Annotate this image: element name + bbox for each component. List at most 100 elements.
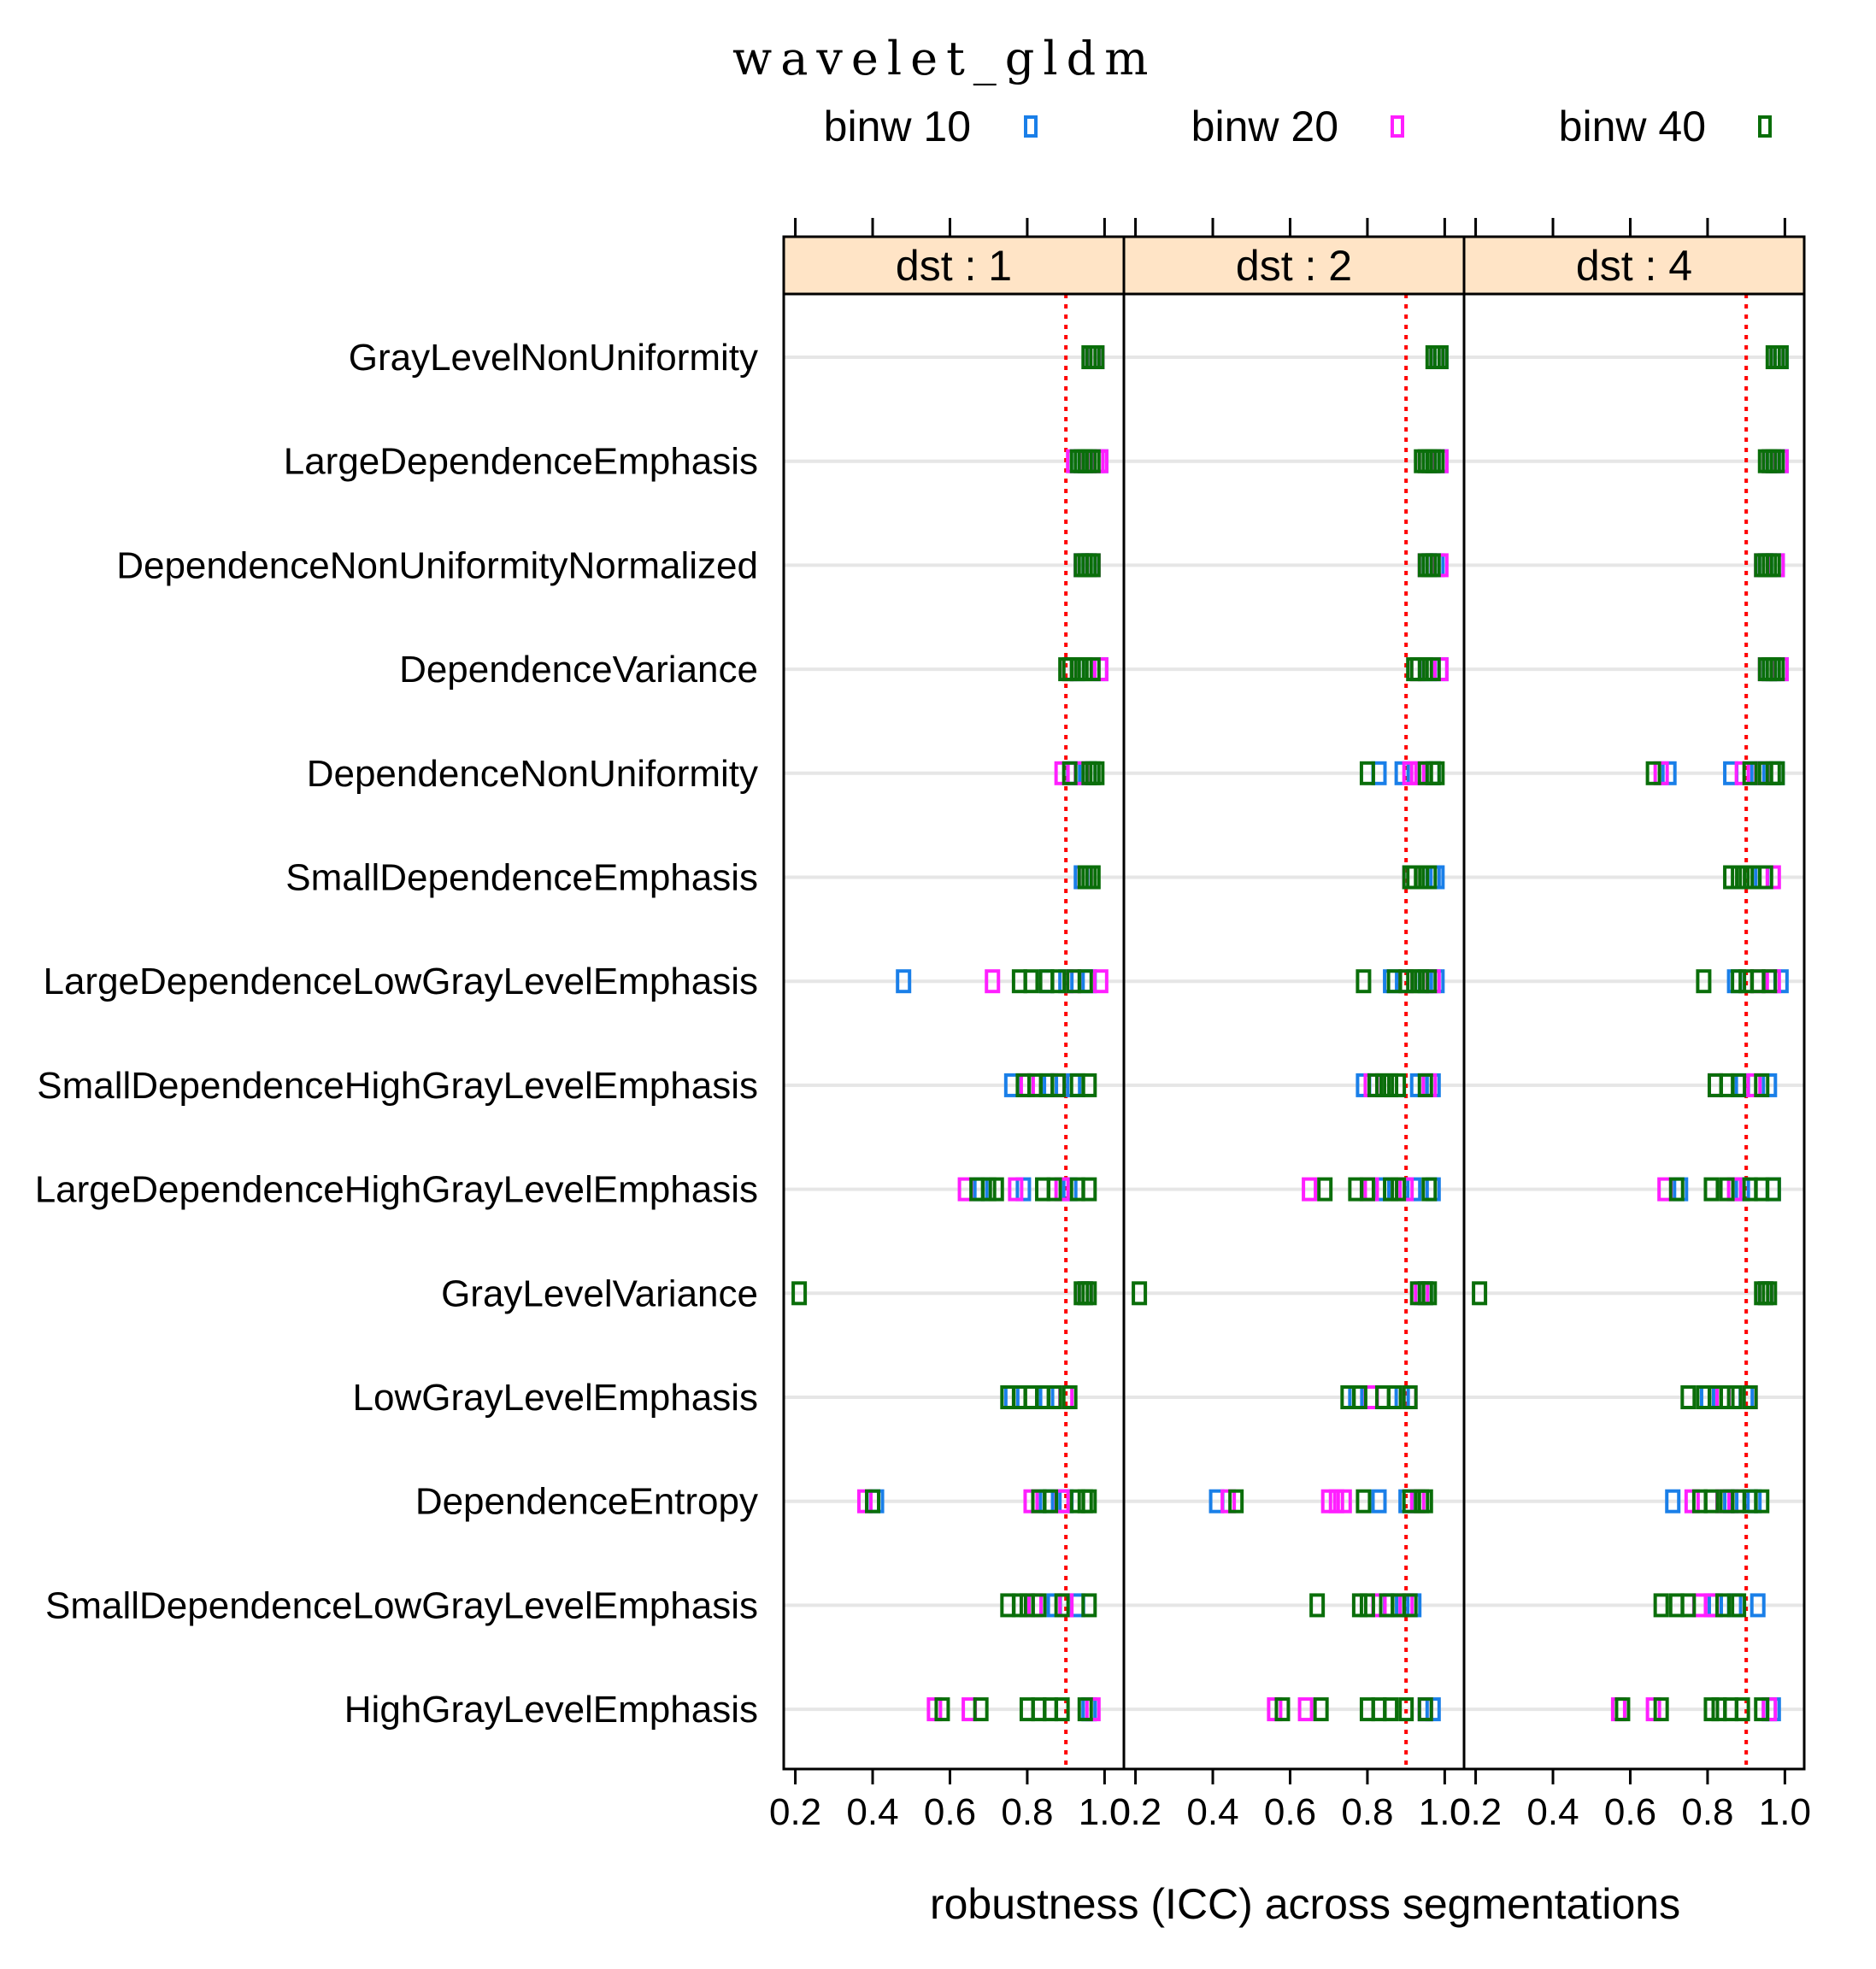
data-point-binw40 [1050,1073,1067,1097]
data-point-binw40 [1356,1489,1372,1513]
data-point-binw20 [1746,1073,1762,1097]
data-point-binw40 [1754,1489,1770,1513]
x-tick-label: 0.4 [1526,1791,1579,1833]
data-point-binw10 [1661,761,1677,785]
data-point-binw40 [1703,1177,1720,1202]
y-label-LowGrayLevelEmphasis: LowGrayLevelEmphasis [353,1377,758,1419]
y-label-LargeDependenceEmphasis: LargeDependenceEmphasis [284,441,758,483]
panel-border [1462,292,1806,1771]
chart-title: wavelet_gldm [732,32,1156,85]
legend-marker-binw40 [1758,115,1772,138]
panel-strip-label: dst : 2 [1236,242,1352,290]
data-point-binw40 [1351,1385,1367,1409]
data-point-binw10 [1429,865,1445,890]
x-axis-label: robustness (ICC) across segmentations [930,1880,1680,1928]
x-tick-label: 0.8 [1001,1791,1053,1833]
data-point-binw40 [1417,1073,1433,1097]
data-point-binw40 [1383,1073,1399,1097]
x-tick-label: 0.6 [1264,1791,1316,1833]
data-point-binw40 [1309,1593,1326,1618]
data-point-binw10 [1750,1593,1766,1618]
data-point-binw40 [1054,1593,1070,1618]
data-point-binw40 [1081,1177,1097,1202]
data-point-binw40 [1703,1489,1720,1513]
data-point-binw40 [1653,1593,1669,1618]
x-tick-label: 0.8 [1341,1791,1393,1833]
data-point-binw40 [1421,969,1438,994]
data-point-binw10 [1406,1177,1422,1202]
panel-strip-label: dst : 4 [1576,242,1692,290]
y-label-DependenceNonUniformity: DependenceNonUniformity [307,753,758,795]
data-point-binw40 [1421,1281,1438,1306]
data-point-binw20 [1320,1489,1337,1513]
data-point-binw20 [1645,1697,1661,1722]
panel-strip [1462,235,1806,296]
data-point-binw40 [1391,1073,1407,1097]
data-point-binw40 [1680,1385,1697,1409]
data-point-binw10 [1394,1385,1410,1409]
x-tick-label: 1.0 [1079,1791,1131,1833]
data-point-binw40 [1734,1697,1750,1722]
x-tick-label: 0.4 [1186,1791,1238,1833]
data-point-binw40 [1773,345,1789,369]
data-point-binw40 [1050,969,1067,994]
data-point-binw40 [1031,1593,1047,1618]
data-point-binw40 [1754,1697,1770,1722]
y-label-LargeDependenceHighGrayLevelEmphasis: LargeDependenceHighGrayLevelEmphasis [35,1169,758,1211]
data-point-binw40 [1313,1697,1329,1722]
legend-marker-binw20 [1391,115,1404,138]
data-point-binw20 [1054,761,1070,785]
data-point-binw40 [1274,1697,1291,1722]
data-point-binw10 [1058,969,1074,994]
data-point-binw20 [1092,969,1109,994]
data-point-binw20 [1267,1697,1283,1722]
y-label-SmallDependenceEmphasis: SmallDependenceEmphasis [285,857,758,899]
data-point-binw40 [1742,761,1758,785]
data-point-binw20 [1328,1489,1344,1513]
data-point-binw40 [1432,345,1449,369]
x-tick-label: 0.2 [1109,1791,1161,1833]
data-point-binw40 [1054,1697,1070,1722]
data-point-binw40 [1731,1073,1747,1097]
data-point-binw40 [1472,1281,1488,1306]
data-point-binw20 [1054,1177,1070,1202]
legend: binw 10 binw 20 binw 40 [824,103,1772,150]
data-point-binw40 [1406,865,1422,890]
data-point-binw40 [1085,553,1101,578]
data-point-binw40 [1761,969,1778,994]
data-point-binw40 [1421,865,1438,890]
data-point-binw40 [1081,1593,1097,1618]
panel-2: dst : 2 0.2 0.4 0.6 0.8 1.0 [1109,218,1471,1833]
data-point-binw40 [1061,1385,1078,1409]
data-point-binw40 [1132,1281,1148,1306]
legend-label-binw20: binw 20 [1191,103,1338,150]
data-point-binw40 [1414,865,1430,890]
y-label-LargeDependenceLowGrayLevelEmphasis: LargeDependenceLowGrayLevelEmphasis [43,961,758,1002]
y-label-GrayLevelVariance: GrayLevelVariance [441,1273,758,1314]
data-point-binw10 [1394,761,1410,785]
data-point-binw10 [1371,1489,1387,1513]
data-point-binw40 [988,1177,1004,1202]
data-point-binw20 [1085,1697,1101,1722]
data-point-binw20 [1398,1177,1414,1202]
data-point-binw40 [1761,1281,1778,1306]
data-point-binw20 [1684,1489,1700,1513]
data-point-binw40 [1011,1593,1027,1618]
data-point-binw20 [1726,1177,1743,1202]
data-point-binw40 [1043,1489,1059,1513]
panel-1: dst : 1 0.2 0.4 0.6 0.8 1.0 [769,218,1131,1833]
data-point-binw40 [1726,1385,1743,1409]
data-point-binw40 [1383,1177,1399,1202]
data-point-binw20 [1402,761,1418,785]
x-tick-label: 0.4 [846,1791,898,1833]
data-point-binw40 [1391,1177,1407,1202]
data-point-binw20 [1432,657,1449,682]
data-point-binw40 [1069,657,1085,682]
data-point-binw20 [1653,761,1669,785]
data-point-binw20 [1008,1177,1024,1202]
y-label-HighGrayLevelEmphasis: HighGrayLevelEmphasis [344,1689,758,1731]
data-point-binw40 [1398,1697,1414,1722]
data-point-binw20 [985,969,1001,994]
data-point-binw40 [1765,1177,1781,1202]
data-point-binw40 [1417,657,1433,682]
